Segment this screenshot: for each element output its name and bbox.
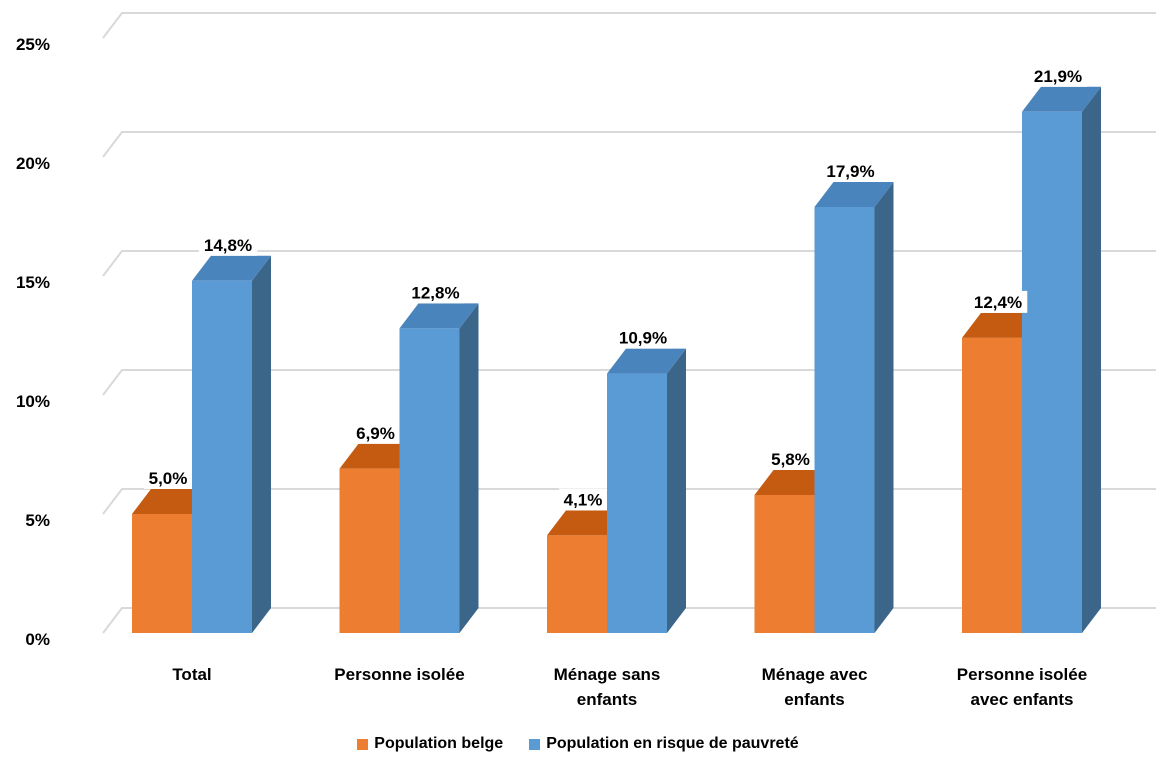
bar-top-face [962, 312, 1041, 338]
bar-side-face [874, 181, 894, 634]
bar-front-face [754, 494, 815, 633]
x-category-label: Ménage sans enfants [554, 665, 661, 709]
data-label-series-2: 21,9% [1028, 64, 1088, 87]
bar-front-face [607, 373, 667, 633]
data-labels: 5,0% 14,8% 6,9% 12,8% 4,1% 10,9% 5,8% 17,9% 12,4… [144, 64, 1088, 511]
y-tick-label: 10% [16, 392, 50, 411]
x-category-label: Total [172, 665, 211, 684]
legend-label-series-1: Population belge [374, 735, 504, 752]
bar-front-face [547, 535, 607, 633]
data-label-series-1: 5,0% [144, 467, 192, 489]
data-label-background [351, 421, 400, 444]
bar-front-face [814, 206, 875, 634]
bar-top-face [814, 181, 894, 207]
data-label-series-1: 6,9% [351, 421, 400, 444]
data-label-background [766, 447, 815, 470]
x-category-label: Personne isolée [334, 665, 464, 684]
bar-series-2 [192, 255, 271, 633]
data-label-background [1028, 64, 1088, 87]
data-label-series-2: 10,9% [613, 326, 673, 349]
data-label-background [144, 467, 192, 489]
bar-top-face [339, 443, 419, 469]
gridline [102, 131, 1156, 158]
legend-swatch-series-2 [529, 738, 541, 750]
bar-front-face [1022, 111, 1082, 633]
gridline [102, 250, 1156, 277]
bar-top-face [399, 303, 479, 329]
data-label-text: 17,9% [826, 162, 874, 181]
legend-label-series-2: Population en risque de pauvreté [546, 735, 799, 752]
gridline [102, 12, 1156, 39]
data-label-series-1: 4,1% [559, 488, 607, 511]
gridline [102, 369, 1156, 396]
bar-series-2 [814, 181, 894, 634]
bar-side-face [252, 255, 271, 633]
bar-top-face [1022, 86, 1101, 112]
y-tick-label: 20% [16, 154, 50, 173]
bar-top-face [547, 510, 626, 536]
x-category-label: Ménage avec enfants [762, 665, 868, 709]
bar-front-face [399, 328, 460, 633]
bar-front-face [339, 468, 400, 633]
data-label-text: 5,8% [771, 450, 810, 469]
bar-series-2 [1022, 86, 1101, 633]
data-label-series-1: 12,4% [968, 290, 1028, 313]
data-label-text: 21,9% [1034, 67, 1082, 86]
y-tick-label: 25% [16, 35, 50, 54]
data-label-background [559, 488, 607, 511]
bar-top-face [192, 255, 271, 281]
bar-top-face [754, 469, 834, 495]
bar-top-face [132, 489, 211, 514]
data-label-background [198, 233, 258, 256]
legend-swatch-series-1 [357, 738, 369, 750]
data-label-series-2: 14,8% [198, 233, 258, 256]
legend-item-series-2: Population en risque de pauvreté [529, 735, 799, 753]
data-label-text: 4,1% [564, 490, 603, 509]
bar-front-face [962, 337, 1022, 633]
bar-series-2 [399, 303, 479, 633]
data-label-text: 10,9% [619, 329, 667, 348]
legend: Population belge Population en risque de… [0, 735, 1156, 753]
bar-side-face [667, 348, 686, 633]
data-label-text: 6,9% [356, 424, 395, 443]
data-label-background [613, 326, 673, 349]
bar-top-face [607, 348, 686, 374]
y-tick-label: 5% [25, 511, 50, 530]
data-label-series-2: 17,9% [821, 159, 880, 182]
data-label-background [821, 159, 880, 182]
bar-side-face [459, 303, 479, 633]
data-label-series-1: 5,8% [766, 447, 815, 470]
x-category-label: Personne isolée avec enfants [957, 665, 1087, 709]
data-label-text: 14,8% [204, 236, 252, 255]
y-tick-label: 15% [16, 273, 50, 292]
y-tick-label: 0% [25, 630, 50, 649]
bar-front-face [132, 514, 192, 633]
y-axis-ticks: 0% 5% 10% 15% 20% 25% [16, 35, 50, 649]
data-label-text: 12,8% [411, 283, 459, 302]
data-label-text: 5,0% [149, 469, 188, 488]
legend-item-series-1: Population belge [357, 735, 503, 753]
data-label-background [406, 281, 465, 304]
bars [132, 86, 1101, 634]
bar-series-2 [607, 348, 686, 633]
bar-side-face [1082, 86, 1101, 633]
x-axis-categories: Total Personne isolée Ménage sans enfants Mé… [172, 665, 1087, 709]
data-label-text: 12,4% [974, 293, 1022, 312]
data-label-series-2: 12,8% [406, 281, 465, 304]
bar-front-face [192, 280, 252, 633]
data-label-background [968, 290, 1028, 313]
